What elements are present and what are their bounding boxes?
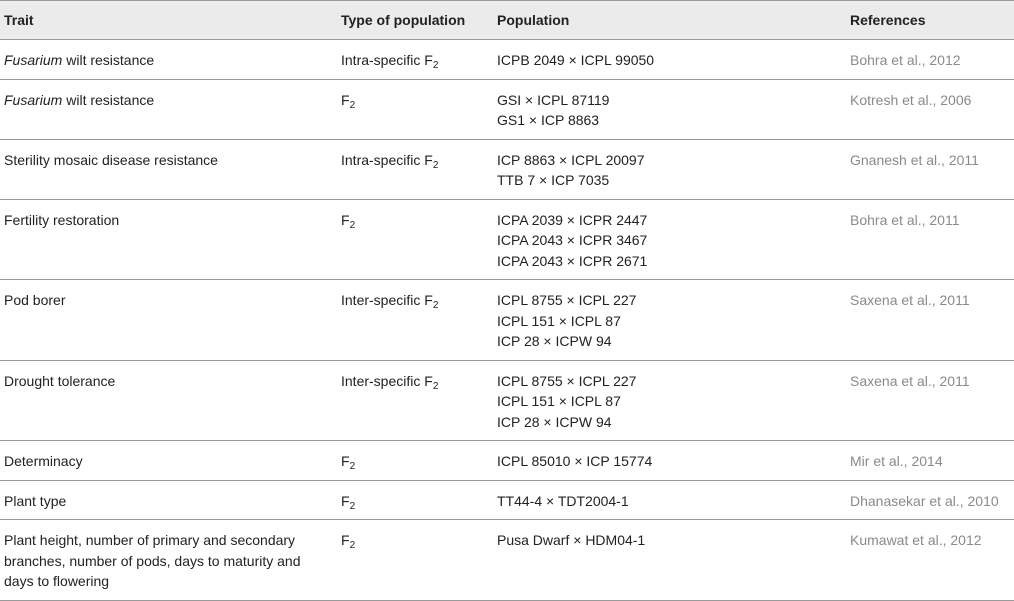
type-text: Inter-specific F (341, 292, 433, 308)
type-text: Intra-specific F (341, 151, 433, 168)
population-cell: GSI × ICPL 87119 GS1 × ICP 8863 (493, 79, 846, 140)
type-subscript: 2 (349, 99, 356, 111)
population-line: GS1 × ICP 8863 (497, 112, 600, 128)
type-text: Intra-specific F (341, 52, 433, 68)
header-row: Trait Type of population Population Refe… (0, 0, 1014, 40)
population-cell: ICPL 8755 × ICPL 227 ICPL 151 × ICPL 87 IC… (493, 360, 846, 441)
type-text: F (341, 453, 350, 469)
type-subscript: 2 (349, 219, 356, 231)
type-subscript: 2 (349, 500, 356, 512)
trait-cell: Fusarium wilt resistance (0, 79, 337, 140)
type-text: F (341, 492, 350, 509)
type-subscript: 2 (432, 60, 439, 71)
type-cell: F2 (337, 199, 493, 280)
type-cell: F2 (337, 440, 493, 481)
reference-cell: Kotresh et al., 2006 (846, 79, 1014, 140)
population-line: ICPA 2043 × ICPR 3467 (497, 232, 648, 248)
table-row: Determinacy F2 ICPL 85010 × ICP 15774 Mi… (0, 440, 1014, 481)
reference-cell: Dhanasekar et al., 2010 (846, 480, 1014, 520)
population-cell: ICPA 2039 × ICPR 2447 ICPA 2043 × ICPR 34… (493, 199, 846, 280)
trait-text: Drought tolerance (4, 372, 116, 389)
population-line: Pusa Dwarf × HDM04-1 (497, 532, 646, 548)
type-cell: Inter-specific F2 (337, 360, 493, 441)
trait-text: Fertility restoration (4, 211, 120, 228)
type-cell: F2 (337, 79, 493, 140)
population-line: GSI × ICPL 87119 (497, 91, 610, 108)
trait-cell: Fertility restoration (0, 199, 337, 280)
table-row: Fusarium wilt resistance F2 GSI × ICPL 8… (0, 79, 1014, 140)
trait-cell: Pod borer (0, 279, 337, 361)
type-text: F (341, 91, 350, 108)
population-line: ICP 28 × ICPW 94 (497, 333, 612, 349)
table-row: Sterility mosaic disease resistance Intr… (0, 139, 1014, 200)
reference-cell: Bohra et al., 2011 (846, 199, 1014, 280)
type-subscript: 2 (432, 300, 439, 311)
type-subscript: 2 (432, 380, 439, 392)
population-cell: ICP 8863 × ICPL 20097 TTB 7 × ICP 7035 (493, 139, 846, 200)
population-cell: Pusa Dwarf × HDM04-1 (493, 519, 846, 601)
population-line: ICP 8863 × ICPL 20097 (497, 151, 645, 168)
population-line: ICPL 8755 × ICPL 227 (497, 372, 637, 389)
population-cell: ICPL 8755 × ICPL 227 ICPL 151 × ICPL 87 IC… (493, 279, 846, 361)
header-trait: Trait (0, 0, 337, 40)
table-row: Plant height, number of primary and seco… (0, 519, 1014, 601)
type-cell: F2 (337, 519, 493, 601)
population-line: ICPL 8755 × ICPL 227 (497, 292, 637, 308)
population-cell: TT44-4 × TDT2004-1 (493, 480, 846, 520)
reference-cell: Bohra et al., 2012 (846, 39, 1014, 80)
type-subscript: 2 (349, 540, 356, 551)
type-text: Inter-specific F (341, 372, 433, 389)
reference-cell: Gnanesh et al., 2011 (846, 139, 1014, 200)
table-row: Fertility restoration F2 ICPA 2039 × ICP… (0, 199, 1014, 280)
trait-cell: Sterility mosaic disease resistance (0, 139, 337, 200)
trait-text: Pod borer (4, 292, 66, 308)
trait-cell: Plant height, number of primary and seco… (0, 519, 337, 601)
table-row: Fusarium wilt resistance Intra-specific … (0, 39, 1014, 80)
trait-text: wilt resistance (62, 91, 155, 108)
type-subscript: 2 (432, 159, 439, 171)
trait-cell: Determinacy (0, 440, 337, 481)
table-row: Pod borer Inter-specific F2 ICPL 8755 × … (0, 279, 1014, 361)
header-population: Population (493, 0, 846, 40)
population-line: ICPL 85010 × ICP 15774 (497, 453, 653, 469)
population-line: TTB 7 × ICP 7035 (497, 172, 610, 188)
type-text: F (341, 211, 350, 228)
table-row: Plant type F2 TT44-4 × TDT2004-1 Dhanase… (0, 480, 1014, 520)
type-cell: F2 (337, 480, 493, 520)
population-line: ICP 28 × ICPW 94 (497, 413, 612, 430)
trait-text: Determinacy (4, 453, 83, 469)
header-references: References (846, 0, 1014, 40)
population-line: ICPB 2049 × ICPL 99050 (497, 52, 655, 68)
population-cell: ICPB 2049 × ICPL 99050 (493, 39, 846, 80)
trait-cell: Drought tolerance (0, 360, 337, 441)
trait-italic: Fusarium (4, 91, 63, 108)
type-subscript: 2 (349, 461, 356, 472)
reference-cell: Mir et al., 2014 (846, 440, 1014, 481)
population-line: ICPA 2039 × ICPR 2447 (497, 211, 648, 228)
type-text: F (341, 532, 350, 548)
table-row: Drought tolerance Inter-specific F2 ICPL… (0, 360, 1014, 441)
header-type-of-population: Type of population (337, 0, 493, 40)
trait-cell: Plant type (0, 480, 337, 520)
population-line: ICPL 151 × ICPL 87 (497, 312, 621, 329)
population-line: ICPA 2043 × ICPR 2671 (497, 252, 648, 269)
trait-cell: Fusarium wilt resistance (0, 39, 337, 80)
reference-cell: Kumawat et al., 2012 (846, 519, 1014, 601)
reference-cell: Saxena et al., 2011 (846, 360, 1014, 441)
population-cell: ICPL 85010 × ICP 15774 (493, 440, 846, 481)
trait-text: Sterility mosaic disease resistance (4, 151, 218, 168)
trait-text: wilt resistance (62, 52, 155, 68)
type-cell: Inter-specific F2 (337, 279, 493, 361)
population-line: ICPL 151 × ICPL 87 (497, 393, 621, 409)
trait-text: Plant type (4, 492, 67, 509)
type-cell: Intra-specific F2 (337, 39, 493, 80)
population-line: TT44-4 × TDT2004-1 (497, 492, 629, 509)
reference-cell: Saxena et al., 2011 (846, 279, 1014, 361)
trait-text: Plant height, number of primary and seco… (4, 532, 301, 589)
type-cell: Intra-specific F2 (337, 139, 493, 200)
trait-italic: Fusarium (4, 52, 63, 68)
